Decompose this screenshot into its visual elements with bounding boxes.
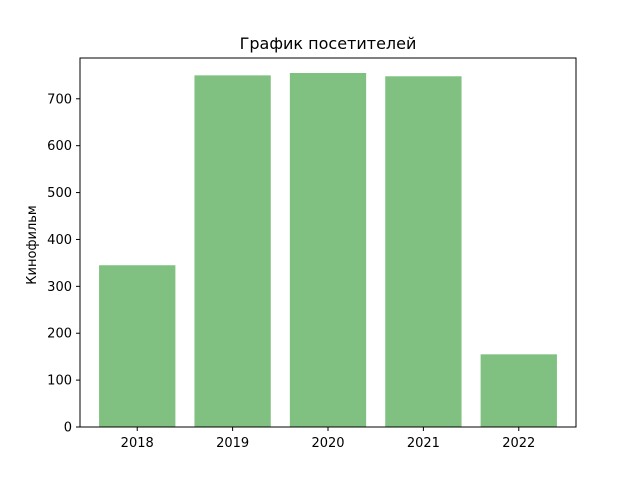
bar-2018	[99, 265, 176, 427]
plot-frame	[79, 57, 577, 428]
y-tick-label: 400	[47, 233, 72, 248]
y-tick-label: 100	[47, 374, 72, 389]
y-tick-label: 500	[47, 186, 72, 201]
y-axis-label: Кинофильм	[25, 205, 40, 284]
bar-2021	[385, 76, 462, 428]
y-tick-label: 700	[47, 92, 72, 107]
x-tick-label: 2022	[502, 436, 535, 451]
bar-2022	[480, 354, 557, 427]
chart-title: График посетителей	[240, 34, 417, 53]
x-axis-ticks: 2018 2019 2020 2021 2022	[121, 427, 535, 451]
bar-2019	[194, 75, 271, 428]
y-tick-label: 200	[47, 327, 72, 342]
bars-group	[99, 73, 557, 428]
bar-2020	[289, 73, 367, 427]
x-tick-label: 2021	[407, 436, 440, 451]
x-tick-label: 2019	[216, 436, 249, 451]
y-tick-label: 300	[47, 280, 72, 295]
x-tick-label: 2018	[121, 436, 154, 451]
y-tick-label: 600	[47, 139, 72, 154]
y-tick-label: 0	[64, 421, 72, 436]
y-axis-ticks: 0 100 200 300 400 500 600 700	[47, 92, 80, 436]
x-tick-label: 2020	[311, 436, 344, 451]
